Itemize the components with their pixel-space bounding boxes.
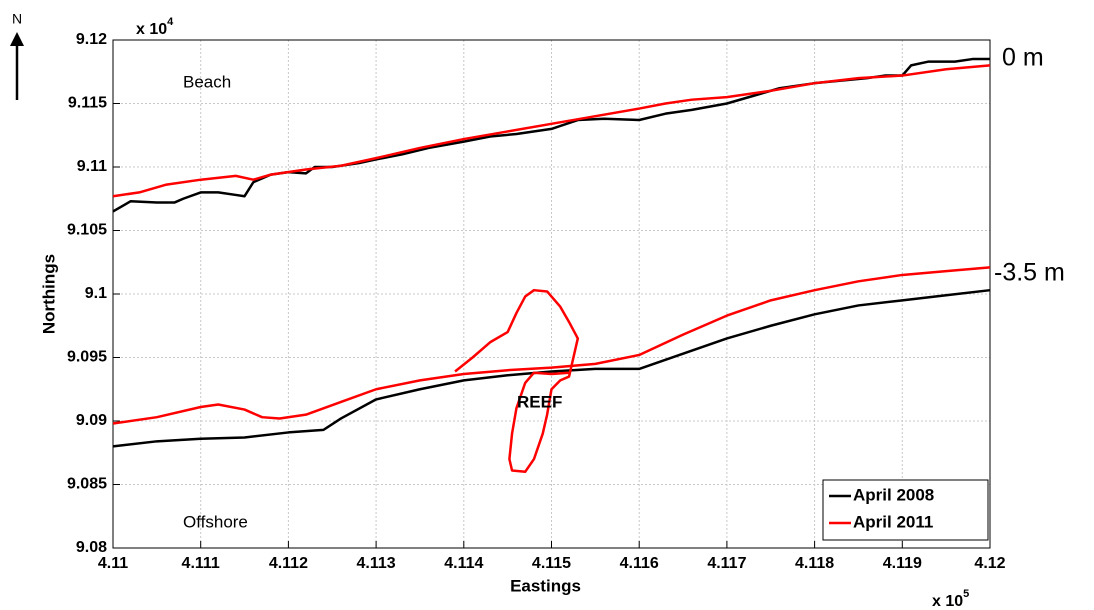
x-tick-label: 4.11 [98,555,128,572]
annotation-offshore: Offshore [183,512,248,531]
y-tick-label: 9.08 [76,539,107,556]
data-line [454,288,580,474]
multiplier-exponent: 5 [963,588,969,600]
axes-frame [112,39,991,549]
x-tick-label: 4.12 [974,555,1005,572]
axis-multiplier: x 104 [136,16,174,38]
x-tick-label: 4.112 [269,555,308,572]
y-tick-label: 9.09 [76,412,107,429]
y-tick-label: 9.1 [85,285,107,302]
axis-multiplier: x 105 [932,588,969,610]
annotation-contour-35: -3.5 m [994,259,1065,287]
multiplier-base: x 10 [932,593,963,610]
x-tick-label: 4.119 [883,555,922,572]
data-line [112,266,991,425]
x-tick-label: 4.113 [357,555,396,572]
y-tick-label: 9.115 [68,95,107,112]
y-tick-label: 9.095 [67,349,107,366]
annotation-beach: Beach [183,72,231,91]
x-axis-label: Eastings [510,576,581,595]
x-tick-label: 4.115 [532,555,571,572]
y-tick-label: 9.085 [67,476,107,493]
data-line [112,64,991,198]
x-tick-label: 4.116 [620,555,659,572]
data-line [112,288,991,448]
y-tick-label: 9.11 [77,158,107,175]
y-tick-label: 9.12 [76,31,107,48]
legend-label: April 2008 [853,485,934,504]
x-tick-label: 4.117 [707,555,746,572]
annotation-reef: REEF [517,392,562,411]
annotation-contour-0: 0 m [1002,44,1044,72]
multiplier-base: x 10 [136,21,167,38]
north-label: N [12,11,22,27]
north-arrow-head [10,32,24,46]
x-tick-label: 4.114 [444,555,483,572]
y-tick-label: 9.105 [67,222,107,239]
y-axis-label: Northings [39,254,58,334]
x-tick-label: 4.111 [182,555,220,572]
x-tick-label: 4.118 [795,555,834,572]
legend-label: April 2011 [853,512,933,531]
multiplier-exponent: 4 [167,16,174,28]
legend-box [822,479,989,541]
